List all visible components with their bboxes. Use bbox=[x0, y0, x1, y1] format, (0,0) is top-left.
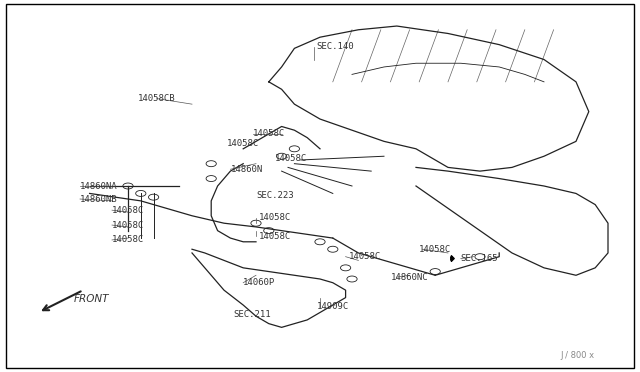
Text: 14058C: 14058C bbox=[253, 129, 285, 138]
Text: J / 800 x: J / 800 x bbox=[560, 351, 594, 360]
Text: 14058C: 14058C bbox=[259, 232, 291, 241]
Text: 14058C: 14058C bbox=[259, 213, 291, 222]
Text: 14058C: 14058C bbox=[227, 139, 259, 148]
Text: 14058C: 14058C bbox=[275, 154, 307, 163]
Text: 14860N: 14860N bbox=[230, 165, 262, 174]
Text: FRONT: FRONT bbox=[74, 295, 109, 304]
Text: 14058C: 14058C bbox=[349, 252, 381, 261]
Text: 14058C: 14058C bbox=[419, 245, 451, 254]
Text: 14058C: 14058C bbox=[112, 221, 144, 230]
Text: 14060P: 14060P bbox=[243, 278, 275, 287]
Text: 14909C: 14909C bbox=[317, 302, 349, 311]
Text: 14058CB: 14058CB bbox=[138, 94, 175, 103]
Text: 14860NB: 14860NB bbox=[80, 195, 118, 203]
Text: SEC.211: SEC.211 bbox=[234, 310, 271, 319]
Text: SEC.223: SEC.223 bbox=[256, 191, 294, 200]
Text: 14860NC: 14860NC bbox=[390, 273, 428, 282]
Text: 14058C: 14058C bbox=[112, 235, 144, 244]
Text: SEC.165: SEC.165 bbox=[461, 254, 499, 263]
Text: SEC.140: SEC.140 bbox=[317, 42, 355, 51]
Text: 14860NA: 14860NA bbox=[80, 182, 118, 190]
Text: 14058C: 14058C bbox=[112, 206, 144, 215]
